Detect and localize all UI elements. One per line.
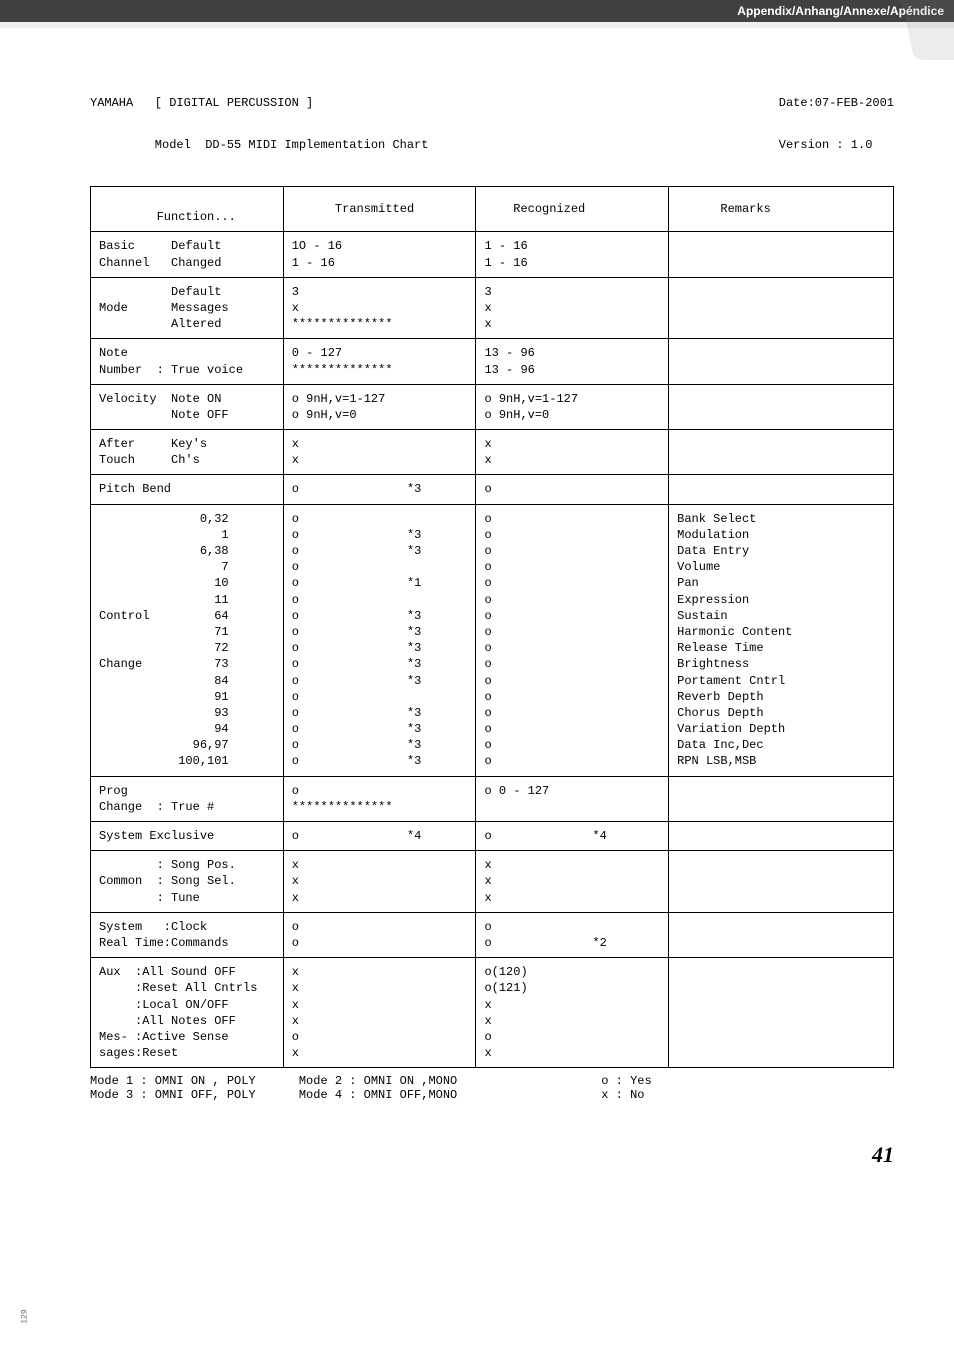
- table-row: : Song Pos. Common : Song Sel. : Tunex x…: [91, 851, 894, 913]
- cell-transmitted: o *4: [283, 822, 476, 851]
- cell-function: Note Number : True voice: [91, 339, 284, 384]
- title-model: Model DD-55 MIDI Implementation Chart: [90, 138, 428, 152]
- hdr-recognized: Recognized: [476, 187, 669, 232]
- table-row: Default Mode Messages Altered3 x *******…: [91, 277, 894, 339]
- cell-remarks: [669, 822, 894, 851]
- table-body: Basic Default Channel Changed1O - 16 1 -…: [91, 232, 894, 1068]
- table-row: Velocity Note ON Note OFFo 9nH,v=1-127 o…: [91, 384, 894, 429]
- cell-recognized: o o *2: [476, 912, 669, 957]
- title-yamaha: YAMAHA [ DIGITAL PERCUSSION ]: [90, 96, 428, 110]
- cell-transmitted: x x x: [283, 851, 476, 913]
- table-row: System Exclusiveo *4o *4: [91, 822, 894, 851]
- hdr-function: Function...: [91, 187, 284, 232]
- cell-remarks: [669, 430, 894, 475]
- table-row: After Key's Touch Ch'sx xx x: [91, 430, 894, 475]
- cell-remarks: [669, 912, 894, 957]
- cell-transmitted: o o *3 o *3 o o *1 o o *3 o *3 o *3 o *3…: [283, 504, 476, 776]
- cell-function: Aux :All Sound OFF :Reset All Cntrls :Lo…: [91, 958, 284, 1068]
- cell-remarks: [669, 384, 894, 429]
- hdr-remarks: Remarks: [669, 187, 894, 232]
- cell-function: Prog Change : True #: [91, 776, 284, 821]
- cell-function: System :Clock Real Time:Commands: [91, 912, 284, 957]
- page-content: YAMAHA [ DIGITAL PERCUSSION ] Model DD-5…: [0, 68, 954, 1122]
- cell-recognized: 13 - 96 13 - 96: [476, 339, 669, 384]
- cell-transmitted: x x: [283, 430, 476, 475]
- cell-function: 0,32 1 6,38 7 10 11 Control 64 71 72 Cha…: [91, 504, 284, 776]
- cell-remarks: [669, 339, 894, 384]
- cell-transmitted: o **************: [283, 776, 476, 821]
- cell-recognized: 1 - 16 1 - 16: [476, 232, 669, 277]
- cell-recognized: 3 x x: [476, 277, 669, 339]
- hdr-transmitted: Transmitted: [283, 187, 476, 232]
- footer-modes: Mode 1 : OMNI ON , POLY Mode 2 : OMNI ON…: [90, 1074, 894, 1102]
- table-row: Basic Default Channel Changed1O - 16 1 -…: [91, 232, 894, 277]
- midi-table: Function... Transmitted Recognized Remar…: [90, 186, 894, 1068]
- cell-function: Basic Default Channel Changed: [91, 232, 284, 277]
- page-number: 41: [0, 1122, 954, 1178]
- title-right-block: Date:07-FEB-2001 Version : 1.0: [779, 68, 894, 180]
- title-row: YAMAHA [ DIGITAL PERCUSSION ] Model DD-5…: [90, 68, 894, 180]
- cell-transmitted: x x x x o x: [283, 958, 476, 1068]
- title-left-block: YAMAHA [ DIGITAL PERCUSSION ] Model DD-5…: [90, 68, 428, 180]
- cell-function: : Song Pos. Common : Song Sel. : Tune: [91, 851, 284, 913]
- cell-function: Velocity Note ON Note OFF: [91, 384, 284, 429]
- cell-recognized: x x x: [476, 851, 669, 913]
- cell-transmitted: o o: [283, 912, 476, 957]
- side-number: 129: [21, 1309, 30, 1323]
- date-line: Date:07-FEB-2001: [779, 96, 894, 110]
- table-row: Pitch Bendo *3o: [91, 475, 894, 504]
- cell-function: System Exclusive: [91, 822, 284, 851]
- cell-transmitted: o *3: [283, 475, 476, 504]
- tab-decoration: [874, 0, 954, 60]
- cell-function: Default Mode Messages Altered: [91, 277, 284, 339]
- cell-function: Pitch Bend: [91, 475, 284, 504]
- cell-recognized: o *4: [476, 822, 669, 851]
- cell-remarks: [669, 232, 894, 277]
- table-row: System :Clock Real Time:Commandso oo o *…: [91, 912, 894, 957]
- cell-transmitted: 0 - 127 **************: [283, 339, 476, 384]
- table-row: 0,32 1 6,38 7 10 11 Control 64 71 72 Cha…: [91, 504, 894, 776]
- cell-recognized: o o o o o o o o o o o o o o o o: [476, 504, 669, 776]
- version-line: Version : 1.0: [779, 138, 894, 152]
- table-header-row: Function... Transmitted Recognized Remar…: [91, 187, 894, 232]
- cell-remarks: [669, 776, 894, 821]
- cell-function: After Key's Touch Ch's: [91, 430, 284, 475]
- cell-remarks: [669, 851, 894, 913]
- cell-recognized: o: [476, 475, 669, 504]
- cell-remarks: [669, 475, 894, 504]
- cell-recognized: o(120) o(121) x x o x: [476, 958, 669, 1068]
- cell-transmitted: 3 x **************: [283, 277, 476, 339]
- table-row: Prog Change : True #o **************o 0 …: [91, 776, 894, 821]
- cell-recognized: o 9nH,v=1-127 o 9nH,v=0: [476, 384, 669, 429]
- cell-remarks: [669, 277, 894, 339]
- cell-transmitted: o 9nH,v=1-127 o 9nH,v=0: [283, 384, 476, 429]
- cell-transmitted: 1O - 16 1 - 16: [283, 232, 476, 277]
- table-row: Note Number : True voice0 - 127 ********…: [91, 339, 894, 384]
- cell-remarks: [669, 958, 894, 1068]
- cell-remarks: Bank Select Modulation Data Entry Volume…: [669, 504, 894, 776]
- cell-recognized: x x: [476, 430, 669, 475]
- cell-recognized: o 0 - 127: [476, 776, 669, 821]
- appendix-header: Appendix/Anhang/Annexe/Apéndice: [0, 0, 954, 28]
- table-row: Aux :All Sound OFF :Reset All Cntrls :Lo…: [91, 958, 894, 1068]
